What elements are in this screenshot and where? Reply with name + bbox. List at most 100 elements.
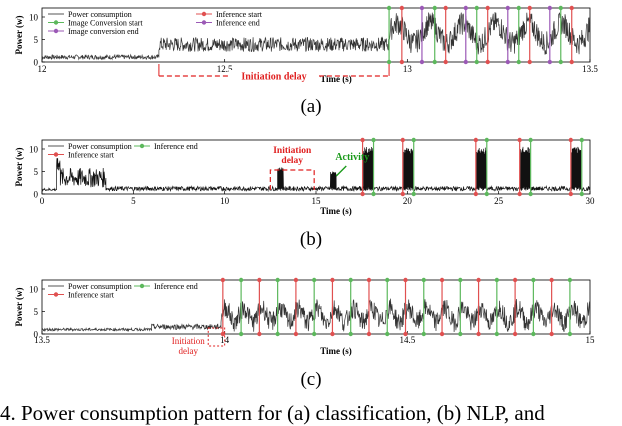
event-marker-bottom (360, 191, 365, 197)
event-marker-bottom (476, 331, 481, 337)
event-marker-bottom (484, 191, 489, 197)
event-marker-bottom (527, 59, 532, 65)
x-tick-label: 20 (403, 196, 413, 206)
event-marker-bottom (432, 59, 437, 65)
legend: Power consumption Inference end Inference … (48, 142, 198, 160)
y-tick-label: 10 (29, 13, 39, 23)
event-marker-bottom (385, 331, 390, 337)
event-marker-bottom (366, 331, 372, 337)
event-marker-bottom (439, 331, 445, 337)
legend-swatch-marker (53, 292, 59, 297)
x-tick-label: 13 (403, 64, 413, 74)
event-marker-top (463, 5, 468, 11)
event-marker-bottom (579, 191, 584, 197)
event-marker-top (385, 277, 390, 283)
event-marker-top (366, 277, 372, 283)
x-axis-label: Time (s) (320, 206, 352, 216)
y-tick-label: 0 (34, 58, 39, 68)
event-marker-top (257, 277, 262, 283)
event-marker-top (568, 137, 574, 143)
event-marker-top (399, 5, 405, 11)
legend-entry: Inference start (68, 291, 115, 300)
event-marker-top (419, 5, 425, 11)
event-marker-bottom (516, 59, 521, 65)
power-consumption-line (41, 12, 591, 61)
event-marker-bottom (238, 331, 244, 337)
activity-label: Activity (335, 152, 369, 163)
event-marker-top (567, 277, 573, 283)
legend-entry: Image Conversion start (68, 19, 143, 28)
event-marker-bottom (568, 191, 574, 197)
x-tick-label: 15 (312, 196, 322, 206)
initiation-delay-label: delay (281, 156, 303, 166)
legend-entry: Inference end (154, 142, 198, 151)
y-axis-label: Power (w) (14, 147, 24, 186)
event-marker-bottom (458, 331, 463, 337)
event-marker-bottom (311, 331, 317, 337)
event-marker-top (549, 277, 554, 283)
x-tick-label: 5 (131, 196, 136, 206)
event-marker-bottom (399, 59, 405, 65)
event-marker-top (386, 5, 392, 11)
x-tick-label: 12 (38, 64, 47, 74)
x-tick-label: 0 (40, 196, 45, 206)
event-marker-bottom (474, 59, 479, 65)
power-consumption-line (41, 298, 591, 333)
panel-b-chart: 0 5 10 0 5 10 15 20 25 30 Time (s) Power (w) Power c… (14, 137, 595, 216)
event-marker-top (348, 277, 353, 283)
panel-b-label: (b) (300, 229, 322, 250)
event-marker-top (547, 5, 553, 11)
y-tick-label: 5 (34, 35, 39, 45)
y-tick-label: 0 (34, 330, 39, 340)
y-tick-label: 10 (29, 285, 39, 295)
legend-swatch-marker (201, 20, 207, 25)
y-axis-label: Power (w) (14, 15, 24, 54)
event-marker-bottom (419, 59, 425, 65)
event-marker-bottom (547, 59, 553, 65)
legend-swatch-marker (139, 143, 145, 149)
event-marker-top (311, 277, 317, 283)
event-marker-top (505, 5, 510, 11)
axes-frame (41, 7, 591, 63)
initiation-delay-label: delay (178, 346, 198, 356)
event-marker-top (400, 137, 405, 143)
event-marker-top (439, 277, 445, 283)
x-tick-label: 10 (220, 196, 230, 206)
y-axis-label: Power (w) (14, 287, 24, 326)
event-marker-bottom (411, 191, 416, 197)
initiation-delay-bg (228, 70, 319, 82)
x-tick-label: 25 (494, 196, 504, 206)
x-tick-label: 13.5 (582, 64, 598, 74)
x-tick-label: 15 (586, 335, 596, 345)
initiation-delay-bracket (269, 169, 315, 190)
event-marker-bottom (257, 331, 262, 337)
event-marker-top (494, 277, 500, 283)
legend: Power consumption Inference end Inference … (48, 282, 198, 300)
event-marker-top (371, 137, 376, 143)
event-marker-top (484, 137, 489, 143)
event-marker-bottom (293, 331, 299, 337)
event-marker-bottom (220, 331, 226, 337)
event-marker-bottom (531, 331, 536, 337)
legend-entry: Power consumption (68, 10, 132, 19)
event-marker-top (527, 5, 532, 11)
event-marker-top (528, 137, 533, 143)
event-marker-bottom (330, 331, 335, 337)
legend-swatch-marker (53, 20, 59, 25)
event-marker-bottom (505, 59, 510, 65)
event-marker-bottom (400, 191, 405, 197)
event-marker-top (474, 5, 479, 11)
event-marker-top (432, 5, 437, 11)
event-marker-bottom (348, 331, 353, 337)
initiation-delay-label: Initiation (172, 336, 205, 346)
event-marker-bottom (549, 331, 554, 337)
event-marker-bottom (567, 331, 573, 337)
legend-swatch-marker (53, 152, 59, 157)
panel-a-chart: 0 5 10 12 12.5 13 13.5 Time (s) Power (w) Power c… (14, 5, 598, 84)
legend-entry: Inference end (154, 282, 198, 291)
event-marker-bottom (473, 191, 479, 197)
event-marker-top (473, 137, 479, 143)
event-marker-bottom (558, 59, 563, 65)
event-marker-top (360, 137, 365, 143)
event-marker-top (275, 277, 280, 283)
